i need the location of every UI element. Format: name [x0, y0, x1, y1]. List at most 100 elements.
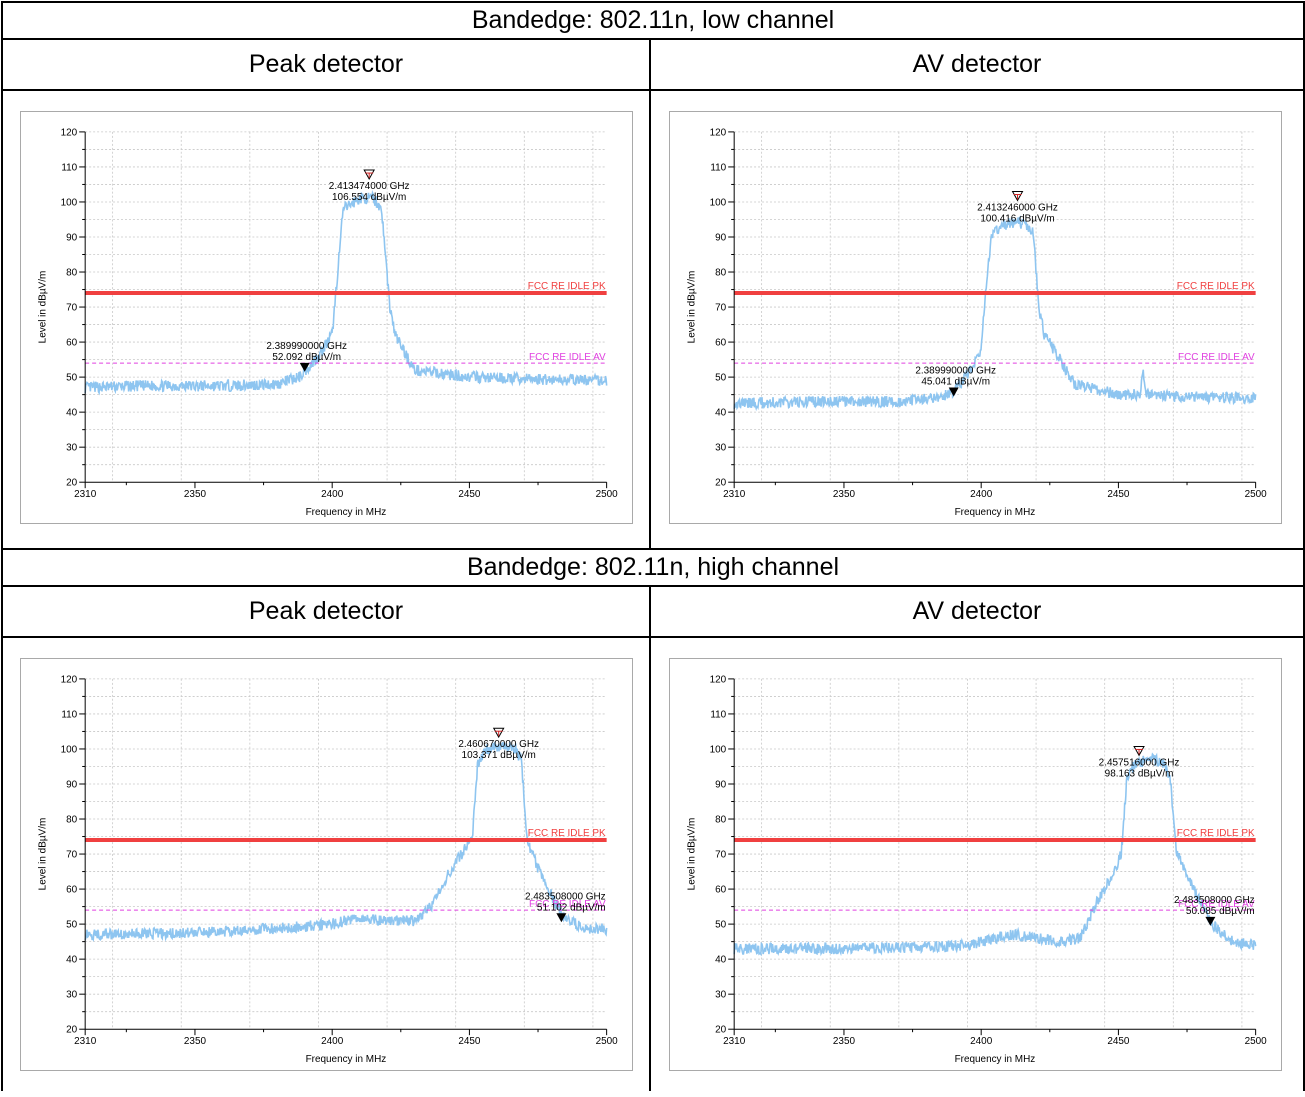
section-title-low: Bandedge: 802.11n, low channel — [1, 1, 1305, 40]
y-tick-label: 90 — [66, 232, 78, 243]
y-tick-label: 110 — [61, 162, 77, 173]
edge-marker-freq: 2.389990000 GHz — [266, 341, 347, 352]
y-tick-label: 60 — [715, 885, 727, 896]
header-av-detector-high: AV detector — [649, 585, 1305, 638]
y-tick-label: 70 — [715, 850, 727, 861]
x-tick-label: 2350 — [184, 1036, 207, 1047]
y-tick-label: 120 — [61, 674, 78, 685]
x-axis-label: Frequency in MHz — [955, 1054, 1036, 1065]
y-tick-label: 80 — [715, 815, 727, 826]
peak-marker-level: 100.416 dBµV/m — [980, 213, 1054, 224]
x-tick-label: 2450 — [1107, 1036, 1130, 1047]
x-tick-label: 2500 — [596, 489, 619, 500]
y-tick-label: 110 — [710, 709, 726, 720]
edge-marker-freq: 2.483508000 GHz — [1174, 895, 1255, 906]
y-tick-label: 70 — [66, 303, 78, 314]
y-tick-label: 20 — [715, 1025, 727, 1036]
x-tick-label: 2450 — [458, 489, 481, 500]
y-axis-label: Level in dBµV/m — [686, 818, 697, 891]
y-tick-label: 80 — [66, 268, 78, 279]
y-tick-label: 30 — [715, 443, 727, 454]
y-tick-label: 100 — [710, 744, 727, 755]
y-tick-label: 60 — [66, 338, 78, 349]
y-tick-label: 90 — [715, 779, 727, 790]
peak-marker-freq: 2.457516000 GHz — [1099, 757, 1180, 768]
chart-cell-high-av: FCC RE IDLE PK FCC RE IDLE AV 20 30 40 50 60 70… — [649, 636, 1305, 1091]
x-tick-label: 2500 — [596, 1036, 619, 1047]
y-tick-label: 40 — [66, 408, 78, 419]
y-tick-label: 120 — [710, 127, 727, 138]
y-tick-label: 40 — [715, 408, 727, 419]
av-limit-label: FCC RE IDLE AV — [1178, 352, 1255, 363]
av-limit-label: FCC RE IDLE AV — [529, 352, 606, 363]
x-tick-label: 2350 — [833, 1036, 856, 1047]
x-tick-label: 2450 — [1107, 489, 1130, 500]
chart-cell-high-peak: FCC RE IDLE PK FCC RE IDLE AV 20 30 40 50 60 70… — [1, 636, 651, 1091]
y-tick-label: 60 — [66, 885, 78, 896]
y-tick-label: 40 — [66, 955, 78, 966]
y-axis-label: Level in dBµV/m — [686, 271, 697, 344]
peak-marker-level: 98.163 dBµV/m — [1105, 768, 1174, 779]
peak-marker-freq: 2.460670000 GHz — [458, 739, 539, 750]
grid — [734, 131, 1256, 483]
header-peak-detector-high: Peak detector — [1, 585, 651, 638]
y-tick-label: 80 — [715, 268, 727, 279]
y-tick-label: 50 — [66, 920, 78, 931]
measurement-trace — [84, 741, 608, 942]
edge-marker-icon — [1205, 916, 1216, 926]
edge-marker-freq: 2.483508000 GHz — [525, 891, 606, 902]
peak-marker-level: 103.371 dBµV/m — [462, 750, 536, 761]
pk-limit-label: FCC RE IDLE PK — [1177, 281, 1255, 292]
y-axis-label: Level in dBµV/m — [37, 271, 48, 344]
x-tick-label: 2310 — [74, 489, 97, 500]
av-limit-label: FCC RE IDLE AV — [529, 899, 606, 910]
edge-marker-icon — [948, 387, 959, 397]
x-axis-label: Frequency in MHz — [306, 1054, 387, 1065]
x-tick-label: 2450 — [458, 1036, 481, 1047]
pk-limit-label: FCC RE IDLE PK — [528, 828, 606, 839]
y-tick-label: 90 — [715, 232, 727, 243]
chart-low-peak: FCC RE IDLE PK FCC RE IDLE AV 20 30 40 50 60 70… — [20, 111, 633, 524]
peak-marker-freq: 2.413246000 GHz — [977, 202, 1058, 213]
y-tick-label: 20 — [715, 478, 727, 489]
x-tick-label: 2500 — [1245, 1036, 1268, 1047]
y-tick-label: 50 — [715, 373, 727, 384]
x-tick-label: 2400 — [321, 1036, 344, 1047]
header-av-detector-low: AV detector — [649, 38, 1305, 91]
chart-high-peak: FCC RE IDLE PK FCC RE IDLE AV 20 30 40 50 60 70… — [20, 658, 633, 1071]
y-tick-label: 110 — [710, 162, 726, 173]
pk-limit-label: FCC RE IDLE PK — [528, 281, 606, 292]
pk-limit-label: FCC RE IDLE PK — [1177, 828, 1255, 839]
edge-marker-icon — [299, 362, 310, 372]
y-tick-label: 100 — [61, 744, 78, 755]
chart-high-av: FCC RE IDLE PK FCC RE IDLE AV 20 30 40 50 60 70… — [669, 658, 1282, 1071]
y-tick-label: 100 — [61, 197, 78, 208]
edge-marker-level: 52.092 dBµV/m — [272, 352, 341, 363]
x-tick-label: 2310 — [723, 489, 746, 500]
x-axis-label: Frequency in MHz — [955, 507, 1036, 518]
measurement-trace — [733, 215, 1257, 412]
x-tick-label: 2400 — [970, 1036, 993, 1047]
edge-marker-level: 51.102 dBµV/m — [537, 902, 606, 913]
chart-svg-low-peak: FCC RE IDLE PK FCC RE IDLE AV 20 30 40 50 60 70… — [37, 127, 619, 518]
chart-svg-high-peak: FCC RE IDLE PK FCC RE IDLE AV 20 30 40 50 60 70… — [37, 674, 619, 1065]
y-tick-label: 60 — [715, 338, 727, 349]
measurement-trace — [84, 189, 608, 396]
x-tick-label: 2500 — [1245, 489, 1268, 500]
edge-marker-freq: 2.389990000 GHz — [915, 366, 996, 377]
x-tick-label: 2350 — [184, 489, 207, 500]
section-title-high: Bandedge: 802.11n, high channel — [1, 548, 1305, 587]
edge-marker-icon — [556, 913, 567, 923]
header-peak-detector-low: Peak detector — [1, 38, 651, 91]
y-tick-label: 70 — [66, 850, 78, 861]
y-tick-label: 80 — [66, 815, 78, 826]
y-tick-label: 20 — [66, 478, 78, 489]
edge-marker-level: 45.041 dBµV/m — [921, 377, 990, 388]
y-tick-label: 120 — [710, 674, 727, 685]
y-tick-label: 100 — [710, 197, 727, 208]
y-tick-label: 110 — [61, 709, 77, 720]
y-tick-label: 50 — [66, 373, 78, 384]
y-tick-label: 90 — [66, 779, 78, 790]
x-tick-label: 2350 — [833, 489, 856, 500]
